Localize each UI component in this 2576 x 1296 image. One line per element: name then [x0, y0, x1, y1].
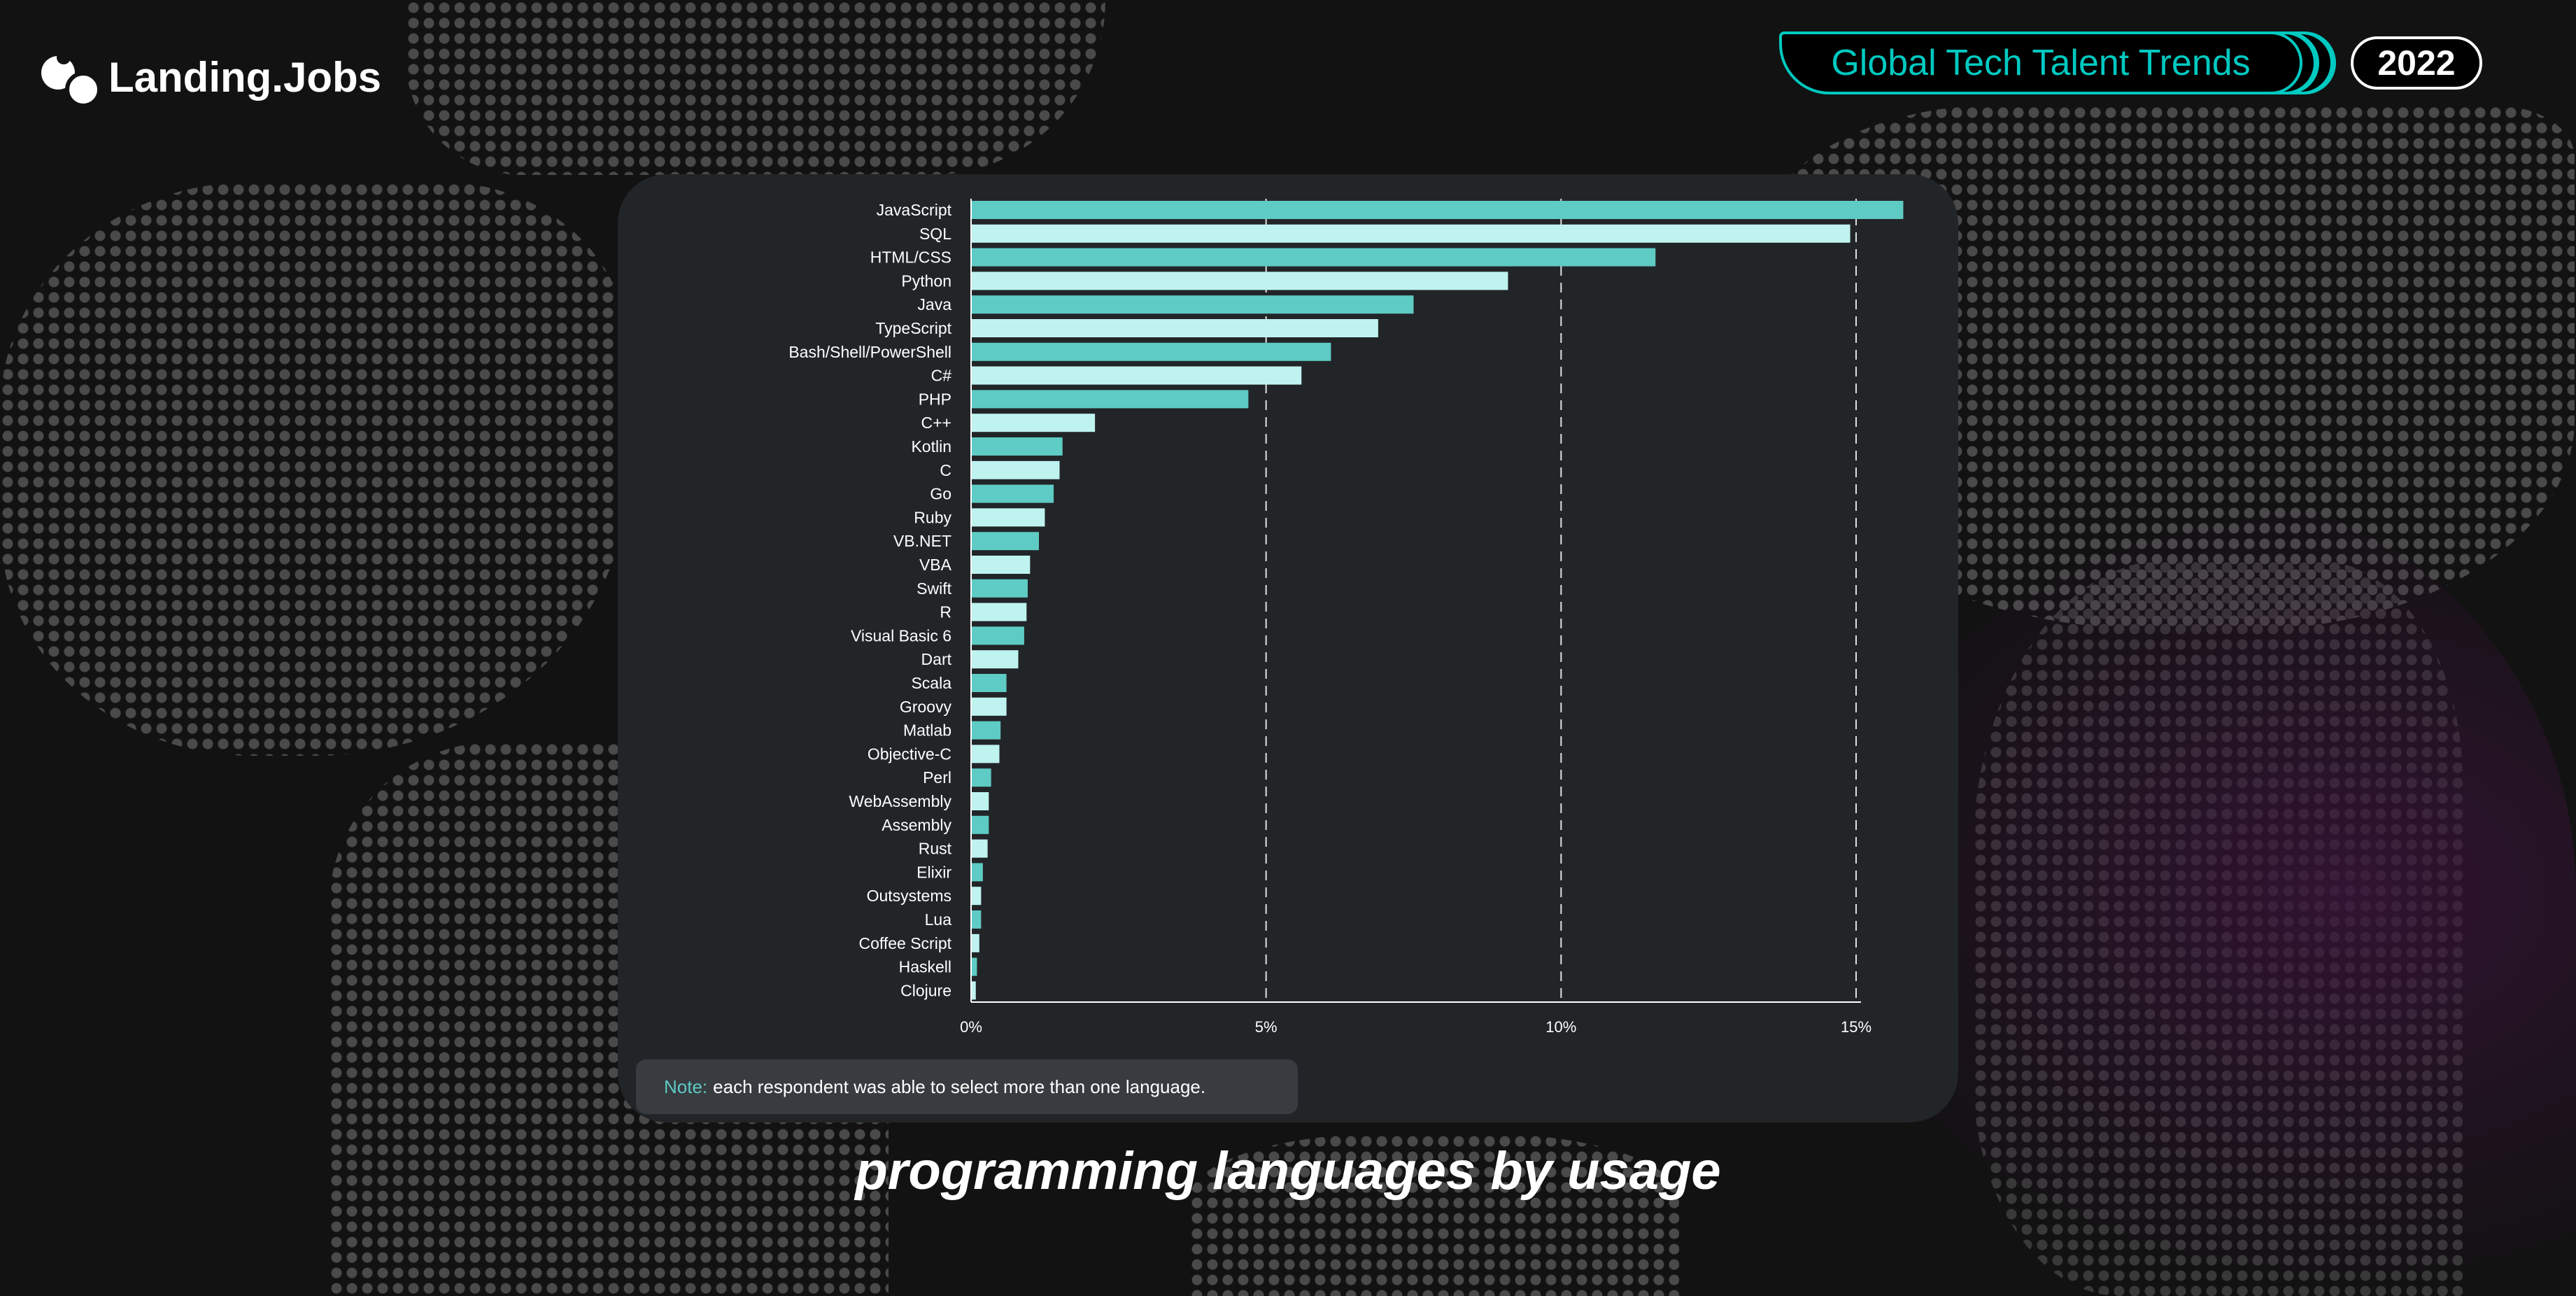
brand-name: Landing.Jobs	[108, 53, 381, 101]
bar-lua	[971, 910, 982, 929]
category-label: Swift	[917, 579, 951, 598]
bar-perl	[971, 768, 991, 787]
bar-elixir	[971, 863, 983, 882]
map-dots	[1189, 1134, 1679, 1296]
category-label: C++	[921, 414, 951, 432]
category-label: Visual Basic 6	[851, 626, 951, 645]
bar-java	[971, 295, 1414, 314]
category-label: Coffee Script	[858, 934, 951, 952]
category-label: Clojure	[900, 981, 951, 999]
bar-c	[971, 460, 1060, 479]
category-label: JavaScript	[877, 201, 952, 219]
bar-kotlin	[971, 437, 1063, 456]
bar-scala	[971, 674, 1007, 692]
category-label: R	[940, 603, 951, 621]
bar-c-	[971, 414, 1096, 432]
category-label: Dart	[921, 650, 952, 668]
report-badge: Global Tech Talent Trends	[1779, 31, 2302, 94]
bar-vb-net	[971, 532, 1039, 551]
category-label: Groovy	[900, 698, 952, 716]
category-label: Matlab	[903, 721, 951, 740]
category-label: Python	[901, 272, 951, 290]
bar-dart	[971, 650, 1019, 669]
page-title: programming languages by usage	[855, 1141, 1721, 1201]
bar-r	[971, 603, 1027, 621]
bar-rust	[971, 839, 988, 858]
bar-php	[971, 390, 1249, 409]
category-label: Lua	[925, 910, 952, 929]
category-label: Haskell	[899, 958, 951, 976]
category-label: C	[940, 461, 951, 479]
bar-groovy	[971, 697, 1007, 716]
category-label: VB.NET	[893, 532, 951, 550]
bar-clojure	[971, 981, 976, 1000]
bar-html-css	[971, 248, 1656, 267]
category-label: TypeScript	[875, 319, 951, 337]
bar-objective-c	[971, 745, 1000, 763]
category-label: Elixir	[917, 863, 951, 881]
category-label: Perl	[923, 768, 951, 787]
category-label: SQL	[919, 225, 951, 243]
category-label: HTML/CSS	[870, 248, 951, 267]
bar-vba	[971, 556, 1031, 574]
category-label: Assembly	[882, 816, 951, 834]
year-badge: 2022	[2351, 36, 2482, 90]
category-label: Java	[917, 295, 951, 314]
bar-ruby	[971, 508, 1045, 527]
category-label: Objective-C	[868, 745, 951, 763]
bar-typescript	[971, 319, 1378, 337]
category-label: Bash/Shell/PowerShell	[788, 343, 951, 361]
bar-sql	[971, 224, 1850, 243]
category-label: VBA	[919, 556, 952, 574]
bar-webassembly	[971, 792, 989, 810]
x-tick-label: 5%	[1255, 1018, 1278, 1036]
category-label: Ruby	[914, 508, 951, 526]
bar-bash-shell-powershell	[971, 342, 1331, 361]
bar-visual-basic-6	[971, 626, 1024, 645]
category-label: Go	[930, 485, 951, 503]
bar-matlab	[971, 721, 1001, 740]
bar-outsystems	[971, 887, 982, 906]
x-tick-label: 15%	[1841, 1018, 1871, 1036]
bar-c-	[971, 366, 1302, 385]
landing-jobs-logo-icon	[41, 50, 101, 108]
bar-swift	[971, 579, 1028, 598]
bar-haskell	[971, 957, 977, 976]
category-label: Rust	[919, 840, 952, 858]
note-text: each respondent was able to select more …	[713, 1076, 1206, 1097]
category-label: Scala	[911, 674, 951, 692]
category-label: Kotlin	[911, 437, 951, 456]
note-label: Note:	[664, 1076, 708, 1097]
x-tick-label: 0%	[960, 1018, 982, 1036]
bar-coffee-script	[971, 934, 979, 952]
x-tick-label: 10%	[1545, 1018, 1576, 1036]
bar-python	[971, 272, 1508, 290]
category-label: C#	[931, 367, 952, 385]
chart-note: Note: each respondent was able to select…	[636, 1059, 1298, 1114]
category-label: WebAssembly	[849, 792, 951, 810]
bar-javascript	[971, 201, 1904, 219]
map-dots	[0, 182, 630, 756]
map-dots	[406, 0, 1105, 175]
category-label: PHP	[919, 390, 951, 408]
category-label: Outsystems	[867, 887, 951, 905]
bar-go	[971, 484, 1054, 503]
bar-assembly	[971, 815, 989, 834]
brand-logo[interactable]: Landing.Jobs	[41, 50, 381, 108]
